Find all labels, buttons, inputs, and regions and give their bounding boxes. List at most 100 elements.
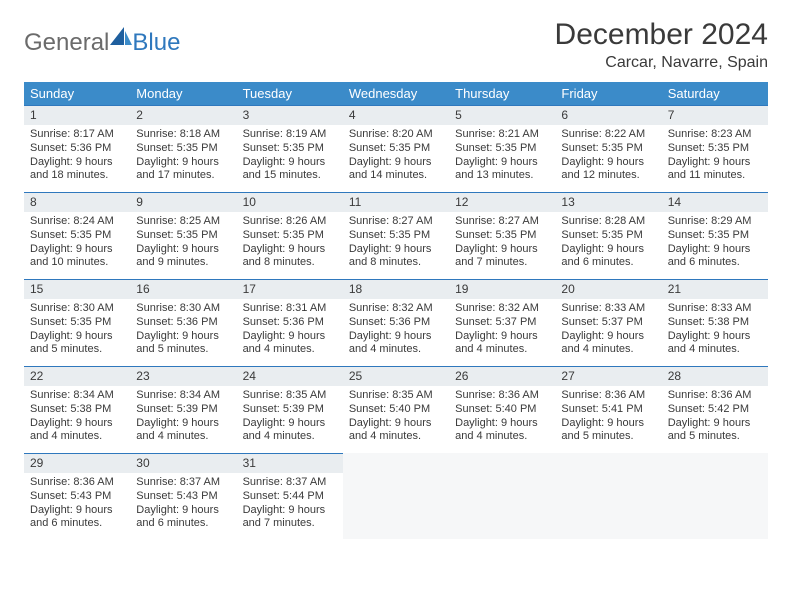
day-data: Sunrise: 8:24 AMSunset: 5:35 PMDaylight:… [24,212,130,278]
sunset-text: Sunset: 5:44 PM [243,490,337,504]
day-number: 20 [555,279,661,299]
sunset-text: Sunset: 5:38 PM [668,316,762,330]
sunrise-text: Sunrise: 8:22 AM [561,128,655,142]
day-data: Sunrise: 8:30 AMSunset: 5:35 PMDaylight:… [24,299,130,365]
calendar-cell: 28Sunrise: 8:36 AMSunset: 5:42 PMDayligh… [662,366,768,453]
daylight-line1: Daylight: 9 hours [561,417,655,431]
sunrise-text: Sunrise: 8:35 AM [349,389,443,403]
sunset-text: Sunset: 5:35 PM [30,229,124,243]
day-data: Sunrise: 8:20 AMSunset: 5:35 PMDaylight:… [343,125,449,191]
sunrise-text: Sunrise: 8:36 AM [668,389,762,403]
calendar-cell: 22Sunrise: 8:34 AMSunset: 5:38 PMDayligh… [24,366,130,453]
calendar-cell: 14Sunrise: 8:29 AMSunset: 5:35 PMDayligh… [662,192,768,279]
calendar-cell: 21Sunrise: 8:33 AMSunset: 5:38 PMDayligh… [662,279,768,366]
day-number: 7 [662,105,768,125]
calendar-cell: 13Sunrise: 8:28 AMSunset: 5:35 PMDayligh… [555,192,661,279]
calendar-cell: 4Sunrise: 8:20 AMSunset: 5:35 PMDaylight… [343,105,449,192]
sunrise-text: Sunrise: 8:24 AM [30,215,124,229]
day-data: Sunrise: 8:31 AMSunset: 5:36 PMDaylight:… [237,299,343,365]
sunrise-text: Sunrise: 8:32 AM [455,302,549,316]
calendar-cell: 18Sunrise: 8:32 AMSunset: 5:36 PMDayligh… [343,279,449,366]
sunset-text: Sunset: 5:35 PM [561,142,655,156]
day-data: Sunrise: 8:36 AMSunset: 5:41 PMDaylight:… [555,386,661,452]
daylight-line2: and 6 minutes. [561,256,655,270]
calendar-cell: 9Sunrise: 8:25 AMSunset: 5:35 PMDaylight… [130,192,236,279]
sunset-text: Sunset: 5:39 PM [136,403,230,417]
daylight-line2: and 4 minutes. [30,430,124,444]
calendar-cell: 1Sunrise: 8:17 AMSunset: 5:36 PMDaylight… [24,105,130,192]
day-data: Sunrise: 8:27 AMSunset: 5:35 PMDaylight:… [449,212,555,278]
sunset-text: Sunset: 5:36 PM [136,316,230,330]
sunrise-text: Sunrise: 8:36 AM [561,389,655,403]
daylight-line2: and 4 minutes. [243,343,337,357]
day-header: Wednesday [343,82,449,105]
sunset-text: Sunset: 5:35 PM [668,229,762,243]
calendar-row: 8Sunrise: 8:24 AMSunset: 5:35 PMDaylight… [24,192,768,279]
day-number: 5 [449,105,555,125]
day-data: Sunrise: 8:36 AMSunset: 5:42 PMDaylight:… [662,386,768,452]
sunset-text: Sunset: 5:35 PM [349,142,443,156]
calendar-cell: 17Sunrise: 8:31 AMSunset: 5:36 PMDayligh… [237,279,343,366]
day-data: Sunrise: 8:29 AMSunset: 5:35 PMDaylight:… [662,212,768,278]
day-data: Sunrise: 8:32 AMSunset: 5:37 PMDaylight:… [449,299,555,365]
sunset-text: Sunset: 5:39 PM [243,403,337,417]
calendar-cell: 20Sunrise: 8:33 AMSunset: 5:37 PMDayligh… [555,279,661,366]
sunrise-text: Sunrise: 8:29 AM [668,215,762,229]
daylight-line2: and 8 minutes. [349,256,443,270]
sunset-text: Sunset: 5:35 PM [136,229,230,243]
day-header: Saturday [662,82,768,105]
calendar-cell-empty [449,453,555,540]
sunrise-text: Sunrise: 8:36 AM [30,476,124,490]
calendar-cell: 23Sunrise: 8:34 AMSunset: 5:39 PMDayligh… [130,366,236,453]
sunset-text: Sunset: 5:35 PM [455,142,549,156]
sunrise-text: Sunrise: 8:19 AM [243,128,337,142]
daylight-line1: Daylight: 9 hours [455,330,549,344]
daylight-line1: Daylight: 9 hours [243,330,337,344]
daylight-line1: Daylight: 9 hours [136,504,230,518]
daylight-line2: and 13 minutes. [455,169,549,183]
day-data: Sunrise: 8:19 AMSunset: 5:35 PMDaylight:… [237,125,343,191]
brand-part1: General [24,31,109,55]
day-data: Sunrise: 8:36 AMSunset: 5:43 PMDaylight:… [24,473,130,539]
day-number: 16 [130,279,236,299]
day-number: 10 [237,192,343,212]
daylight-line1: Daylight: 9 hours [455,156,549,170]
day-data: Sunrise: 8:33 AMSunset: 5:38 PMDaylight:… [662,299,768,365]
daylight-line1: Daylight: 9 hours [243,243,337,257]
sunrise-text: Sunrise: 8:33 AM [668,302,762,316]
sunset-text: Sunset: 5:35 PM [561,229,655,243]
day-number: 14 [662,192,768,212]
sunrise-text: Sunrise: 8:20 AM [349,128,443,142]
sunrise-text: Sunrise: 8:37 AM [243,476,337,490]
sunrise-text: Sunrise: 8:32 AM [349,302,443,316]
calendar-cell: 24Sunrise: 8:35 AMSunset: 5:39 PMDayligh… [237,366,343,453]
sunset-text: Sunset: 5:35 PM [455,229,549,243]
sunset-text: Sunset: 5:36 PM [243,316,337,330]
sunrise-text: Sunrise: 8:26 AM [243,215,337,229]
sunrise-text: Sunrise: 8:28 AM [561,215,655,229]
daylight-line1: Daylight: 9 hours [136,417,230,431]
day-header-row: Sunday Monday Tuesday Wednesday Thursday… [24,82,768,105]
sunrise-text: Sunrise: 8:30 AM [30,302,124,316]
sunset-text: Sunset: 5:38 PM [30,403,124,417]
brand-logo: General Blue [24,18,180,60]
sunrise-text: Sunrise: 8:34 AM [136,389,230,403]
sunrise-text: Sunrise: 8:21 AM [455,128,549,142]
sunset-text: Sunset: 5:35 PM [30,316,124,330]
day-number: 18 [343,279,449,299]
daylight-line2: and 7 minutes. [455,256,549,270]
calendar-cell: 25Sunrise: 8:35 AMSunset: 5:40 PMDayligh… [343,366,449,453]
daylight-line1: Daylight: 9 hours [561,243,655,257]
day-number: 31 [237,453,343,473]
daylight-line2: and 4 minutes. [349,343,443,357]
calendar-cell: 10Sunrise: 8:26 AMSunset: 5:35 PMDayligh… [237,192,343,279]
calendar-cell: 27Sunrise: 8:36 AMSunset: 5:41 PMDayligh… [555,366,661,453]
daylight-line1: Daylight: 9 hours [30,330,124,344]
day-data: Sunrise: 8:28 AMSunset: 5:35 PMDaylight:… [555,212,661,278]
daylight-line1: Daylight: 9 hours [349,330,443,344]
sunset-text: Sunset: 5:35 PM [243,142,337,156]
daylight-line2: and 10 minutes. [30,256,124,270]
daylight-line2: and 15 minutes. [243,169,337,183]
day-number: 6 [555,105,661,125]
day-number: 27 [555,366,661,386]
